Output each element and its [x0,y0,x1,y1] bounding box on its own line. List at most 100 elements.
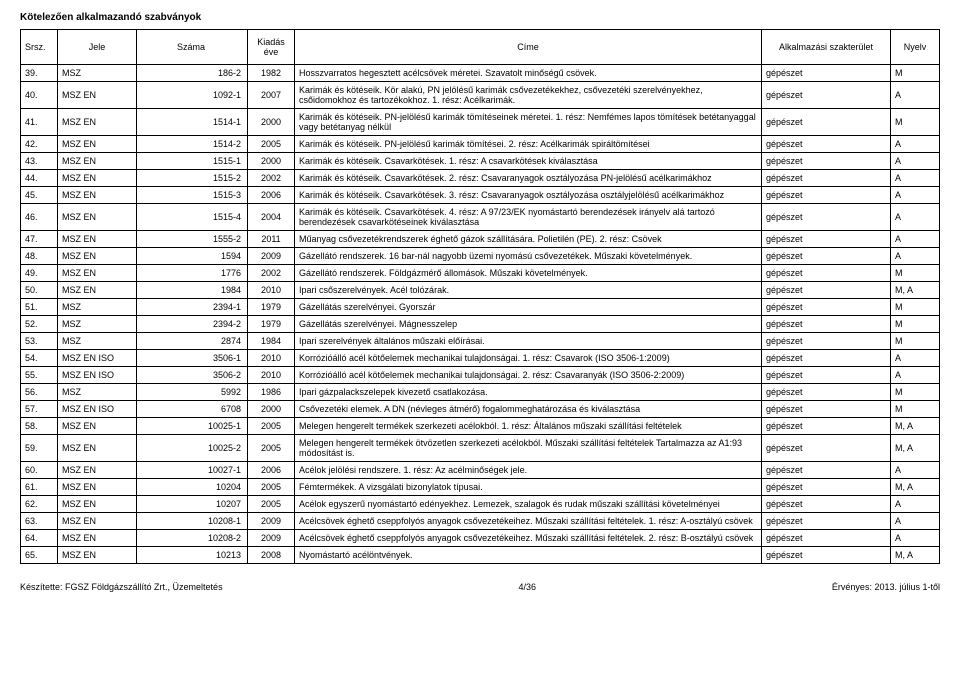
table-row: 49.MSZ EN17762002Gázellátó rendszerek. F… [21,265,940,282]
table-cell: 2006 [248,187,295,204]
table-cell: 64. [21,530,58,547]
table-cell: 2005 [248,136,295,153]
table-cell: M [891,265,940,282]
table-cell: A [891,136,940,153]
table-row: 59.MSZ EN10025-22005Melegen hengerelt te… [21,435,940,462]
table-cell: Karimák és kötéseik. Csavarkötések. 1. r… [295,153,762,170]
table-cell: 51. [21,299,58,316]
table-cell: A [891,187,940,204]
table-cell: Karimák és kötéseik. Csavarkötések. 3. r… [295,187,762,204]
table-cell: 58. [21,418,58,435]
table-cell: 10207 [137,496,248,513]
table-cell: M, A [891,547,940,564]
table-cell: gépészet [762,384,891,401]
table-cell: MSZ [58,316,137,333]
table-cell: gépészet [762,401,891,418]
table-cell: Melegen hengerelt termékek ötvözetlen sz… [295,435,762,462]
table-cell: 2008 [248,547,295,564]
table-cell: MSZ [58,333,137,350]
table-cell: 1594 [137,248,248,265]
table-cell: gépészet [762,418,891,435]
table-cell: 6708 [137,401,248,418]
table-cell: 1515-2 [137,170,248,187]
table-cell: gépészet [762,82,891,109]
table-cell: 50. [21,282,58,299]
table-cell: Acélcsövek éghető cseppfolyós anyagok cs… [295,530,762,547]
table-cell: gépészet [762,204,891,231]
table-row: 52.MSZ2394-21979Gázellátás szerelvényei.… [21,316,940,333]
footer-left: Készítette: FGSZ Földgázszállító Zrt., Ü… [20,582,223,592]
table-cell: 2010 [248,350,295,367]
table-cell: gépészet [762,530,891,547]
table-cell: 1555-2 [137,231,248,248]
table-cell: 2005 [248,479,295,496]
table-cell: Karimák és kötéseik. Kör alakú, PN jelöl… [295,82,762,109]
table-cell: 10025-2 [137,435,248,462]
table-cell: 2002 [248,170,295,187]
table-cell: gépészet [762,231,891,248]
footer-center: 4/36 [518,582,536,592]
table-cell: 1986 [248,384,295,401]
table-cell: gépészet [762,109,891,136]
table-cell: gépészet [762,435,891,462]
table-cell: Karimák és kötéseik. PN-jelölésű karimák… [295,136,762,153]
table-cell: 53. [21,333,58,350]
table-row: 41.MSZ EN1514-12000Karimák és kötéseik. … [21,109,940,136]
table-cell: 10208-2 [137,530,248,547]
table-cell: Korrózióálló acél kötőelemek mechanikai … [295,367,762,384]
table-cell: A [891,170,940,187]
table-cell: 2009 [248,530,295,547]
table-cell: MSZ EN [58,204,137,231]
table-cell: gépészet [762,350,891,367]
table-cell: 1776 [137,265,248,282]
table-cell: Ipari gázpalackszelepek kivezető csatlak… [295,384,762,401]
table-row: 40.MSZ EN1092-12007Karimák és kötéseik. … [21,82,940,109]
table-cell: 2009 [248,513,295,530]
table-cell: 1514-2 [137,136,248,153]
table-cell: Ipari szerelvények általános műszaki elő… [295,333,762,350]
col-eve: Kiadás éve [248,30,295,65]
table-cell: A [891,231,940,248]
table-cell: MSZ EN [58,530,137,547]
table-cell: M, A [891,282,940,299]
table-cell: MSZ [58,384,137,401]
table-cell: 48. [21,248,58,265]
table-cell: A [891,248,940,265]
table-row: 42.MSZ EN1514-22005Karimák és kötéseik. … [21,136,940,153]
table-row: 43.MSZ EN1515-12000Karimák és kötéseik. … [21,153,940,170]
table-cell: MSZ EN [58,187,137,204]
table-row: 63.MSZ EN10208-12009Acélcsövek éghető cs… [21,513,940,530]
table-cell: Gázellátó rendszerek. Földgázmérő állomá… [295,265,762,282]
table-cell: Melegen hengerelt termékek szerkezeti ac… [295,418,762,435]
table-cell: 2011 [248,231,295,248]
col-srsz: Srsz. [21,30,58,65]
table-header-row: Srsz. Jele Száma Kiadás éve Címe Alkalma… [21,30,940,65]
table-cell: 2009 [248,248,295,265]
table-row: 51.MSZ2394-11979Gázellátás szerelvényei.… [21,299,940,316]
table-cell: Gázellátó rendszerek. 16 bar-nál nagyobb… [295,248,762,265]
table-cell: A [891,462,940,479]
table-cell: 3506-2 [137,367,248,384]
table-cell: 46. [21,204,58,231]
table-cell: 10204 [137,479,248,496]
table-cell: MSZ EN [58,282,137,299]
table-cell: gépészet [762,462,891,479]
table-cell: MSZ EN [58,170,137,187]
table-cell: 65. [21,547,58,564]
table-cell: A [891,153,940,170]
table-cell: 2394-1 [137,299,248,316]
table-row: 45.MSZ EN1515-32006Karimák és kötéseik. … [21,187,940,204]
table-row: 65.MSZ EN102132008Nyomástartó acélöntvén… [21,547,940,564]
table-cell: gépészet [762,299,891,316]
table-cell: MSZ EN [58,136,137,153]
table-cell: MSZ EN ISO [58,350,137,367]
table-cell: gépészet [762,547,891,564]
table-cell: MSZ EN [58,248,137,265]
table-cell: Műanyag csővezetékrendszerek éghető gázo… [295,231,762,248]
table-cell: MSZ EN [58,153,137,170]
table-cell: A [891,496,940,513]
table-cell: gépészet [762,187,891,204]
table-cell: MSZ EN [58,496,137,513]
table-cell: MSZ [58,65,137,82]
table-cell: 55. [21,367,58,384]
